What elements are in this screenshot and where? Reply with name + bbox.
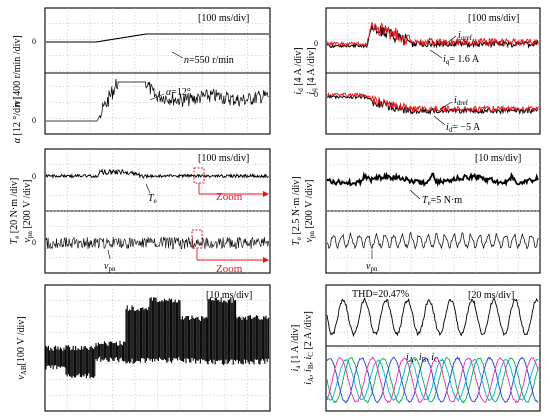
panel-d-ylabel-vpn: vpn [200 V /div] xyxy=(304,179,316,242)
panel-f-ylabel-iabc: iA, iB, iC [2 A /div] xyxy=(303,311,315,385)
panel-b-grid xyxy=(326,8,540,134)
id-pointer xyxy=(433,115,446,126)
iC-trace xyxy=(326,356,539,404)
idref-pointer xyxy=(439,101,453,110)
te-pointer xyxy=(145,183,151,194)
panel-b-zero-bot: 0 xyxy=(314,90,318,99)
ia-trace xyxy=(326,297,539,338)
panel-c-ylabel-vpn: vpn [200 V /div] xyxy=(22,179,34,242)
vpn-zoom-annotation: vpn xyxy=(366,261,378,273)
vpn-zoom-trace xyxy=(326,231,539,250)
iqref-trace xyxy=(326,21,539,48)
panel-d-ylabel-te: Te [2.5 N·m /div] xyxy=(291,176,303,245)
panel-f-timebase: [20 ms/div] xyxy=(468,290,514,301)
vpn-pointer xyxy=(107,249,111,260)
panel-d: [10 ms/div] Te [2.5 N·m /div] vpn [200 V… xyxy=(291,148,541,274)
panel-b-timebase: [100 ms/div] xyxy=(468,13,519,24)
iA-trace xyxy=(326,356,539,404)
torque-zoom-trace xyxy=(326,171,539,188)
iqref-annotation: iqref xyxy=(458,30,473,42)
iC2-trace xyxy=(326,358,539,403)
speed-trace xyxy=(46,33,269,43)
panel-a: [100 ms/div] 0 0 n [400 r/min /div] α [1… xyxy=(12,7,271,143)
panel-f-grid xyxy=(326,285,540,411)
torque-trace xyxy=(45,168,269,180)
alpha-pointer xyxy=(149,93,165,101)
iB-trace xyxy=(326,355,539,404)
vab-trace xyxy=(45,297,269,379)
panel-a-ylabel-bot: α [12 °/div] xyxy=(12,97,23,143)
idref-annotation: idref xyxy=(454,95,469,107)
n-pointer xyxy=(171,51,184,59)
iq-annotation: iq= 1.6 A xyxy=(443,54,480,66)
panel-f: [20 ms/div] THD=20.47% ia [1 A /div] iA,… xyxy=(290,284,541,412)
panel-b: [100 ms/div] 0 0 id [4 A /div] iq [4 A /… xyxy=(293,7,541,135)
speed-annotation: n=550 r/min xyxy=(184,55,234,66)
panel-a-zero-top: 0 xyxy=(32,37,36,46)
id-annotation: id= −5 A xyxy=(446,122,481,134)
panel-e-timebase: [10 ms/div] xyxy=(206,290,252,301)
panel-a-grid xyxy=(45,8,270,134)
panel-b-zero-top: 0 xyxy=(314,39,318,48)
panel-b-ylabel-2: iq [4 A /div] xyxy=(306,47,318,94)
panel-c-zero-top: 0 xyxy=(32,172,36,181)
iq-pointer xyxy=(429,49,443,59)
te-annotation: Te xyxy=(148,193,157,205)
panel-a-timebase: [100 ms/div] xyxy=(198,13,249,24)
te-zoom-pointer xyxy=(409,189,421,200)
id-trace xyxy=(326,94,539,116)
panel-d-timebase: [10 ms/div] xyxy=(475,153,521,164)
te-zoom-annotation: Te=5 N·m xyxy=(422,195,462,207)
zoom-label-bot: Zoom xyxy=(216,263,243,275)
alpha-annotation: α=12° xyxy=(166,87,191,98)
vpn-trace xyxy=(45,236,269,250)
panel-c-ylabel-te: Te [20 N·m /div] xyxy=(9,178,21,245)
panel-a-zero-bot: 0 xyxy=(32,116,36,125)
alpha-trace xyxy=(46,78,269,122)
panel-c-grid xyxy=(45,149,270,273)
panel-c-zero-bot: 0 xyxy=(32,238,36,247)
iqref-pointer xyxy=(442,35,457,47)
panel-f-ylabel-ia: ia [1 A /div] xyxy=(290,325,302,372)
panel-c-timebase: [100 ms/div] xyxy=(198,153,249,164)
iabc-annotation: iA, iB, iC xyxy=(406,352,439,364)
panel-e-ylabel: vAB[100 V /div] xyxy=(16,316,28,379)
idref-trace xyxy=(326,92,539,114)
panel-c: [100 ms/div] 0 0 Te [20 N·m /div] vpn [2… xyxy=(9,148,271,275)
panel-e: [10 ms/div] vAB[100 V /div] xyxy=(16,284,271,412)
thd-annotation: THD=20.47% xyxy=(352,289,409,300)
panel-a-ylabel-top: n [400 r/min /div] xyxy=(12,35,23,106)
panel-b-ylabel: id [4 A /div] xyxy=(293,47,305,94)
zoom-label-top: Zoom xyxy=(216,191,243,203)
vpn-annotation: vpn xyxy=(104,261,116,273)
